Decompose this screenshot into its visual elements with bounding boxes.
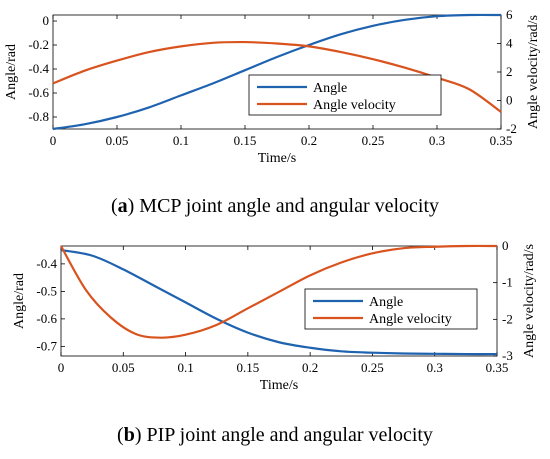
x-tick-label: 0.35: [486, 360, 509, 375]
y-right-tick-label: -3: [502, 348, 513, 363]
x-axis-label: Time/s: [260, 378, 298, 393]
y-left-tick-label: 0: [43, 13, 50, 28]
x-tick-label: 0.15: [236, 360, 259, 375]
y-left-tick-label: -0.4: [36, 256, 57, 271]
caption-a-text: MCP joint angle and angular velocity: [139, 195, 440, 217]
legend-label-angle: Angle: [313, 81, 347, 96]
x-tick-label: 0.35: [490, 133, 513, 148]
x-tick-label: 0.25: [362, 133, 385, 148]
legend-label-angle-velocity: Angle velocity: [313, 98, 396, 113]
x-tick-label: 0.25: [361, 360, 384, 375]
chart-b-pip: 0 0.05 0.1 0.15 0.2 0.25 0.3 0.35 -0.4 -0.5 -0.6 -0…: [12, 238, 537, 393]
y-right-tick-label: -2: [502, 311, 513, 326]
y-right-tick-label: 4: [506, 36, 513, 51]
x-tick-label: 0.3: [427, 360, 443, 375]
legend-label-angle-velocity: Angle velocity: [369, 312, 452, 327]
y-right-tick-label: -2: [506, 121, 517, 136]
x-tick-label: 0.05: [106, 133, 129, 148]
legend-box: [248, 74, 442, 116]
y-left-axis-label: Angle/rad: [12, 273, 27, 329]
x-axis-label: Time/s: [258, 151, 296, 166]
x-tick-label: 0.15: [234, 133, 257, 148]
x-tick-label: 0.2: [302, 360, 318, 375]
y-left-tick-label: -0.6: [28, 85, 49, 100]
y-right-axis-label: Angle velocity/rad/s: [526, 15, 541, 129]
x-tick-label: 0.1: [173, 133, 189, 148]
y-left-tick-label: -0.5: [36, 283, 57, 298]
y-right-tick-label: 0: [506, 93, 513, 108]
caption-a: (a) MCP joint angle and angular velocity: [110, 195, 440, 217]
plot-frame: [60, 245, 498, 357]
y-right-tick-label: 2: [506, 64, 513, 79]
y-left-axis-label: Angle/rad: [4, 44, 19, 100]
y-left-tick-label: -0.4: [28, 61, 49, 76]
legend-label-angle: Angle: [369, 295, 403, 310]
x-tick-label: 0.2: [301, 133, 317, 148]
caption-b-text: PIP joint angle and angular velocity: [146, 424, 433, 446]
chart-a-mcp: 0 0.05 0.1 0.15 0.2 0.25 0.3 0.35 0 -0.2 -0.4 -0.6 -…: [4, 7, 541, 166]
x-tick-label: 0.05: [112, 360, 135, 375]
series-line-angle: [60, 249, 498, 356]
y-right-tick-label: 6: [506, 7, 513, 22]
series-line-angle-velocity: [60, 244, 498, 339]
x-tick-label: 0: [50, 133, 57, 148]
x-tick-label: 0.1: [177, 360, 193, 375]
y-left-tick-label: -0.2: [28, 37, 49, 52]
y-left-tick-label: -0.8: [28, 109, 49, 124]
y-left-tick-label: -0.7: [36, 338, 57, 353]
legend-box: [304, 288, 478, 330]
y-left-tick-label: -0.6: [36, 311, 57, 326]
series-line-angle: [52, 13, 502, 131]
y-right-tick-label: -1: [502, 275, 513, 290]
x-tick-label: 0: [58, 360, 65, 375]
y-right-axis-label: Angle velocity/rad/s: [522, 244, 537, 358]
x-tick-label: 0.3: [429, 133, 445, 148]
y-right-tick-label: 0: [502, 238, 509, 253]
caption-b-label: b: [123, 424, 135, 446]
caption-a-label: a: [117, 195, 128, 217]
caption-b: (b) PIP joint angle and angular velocity: [117, 424, 433, 446]
